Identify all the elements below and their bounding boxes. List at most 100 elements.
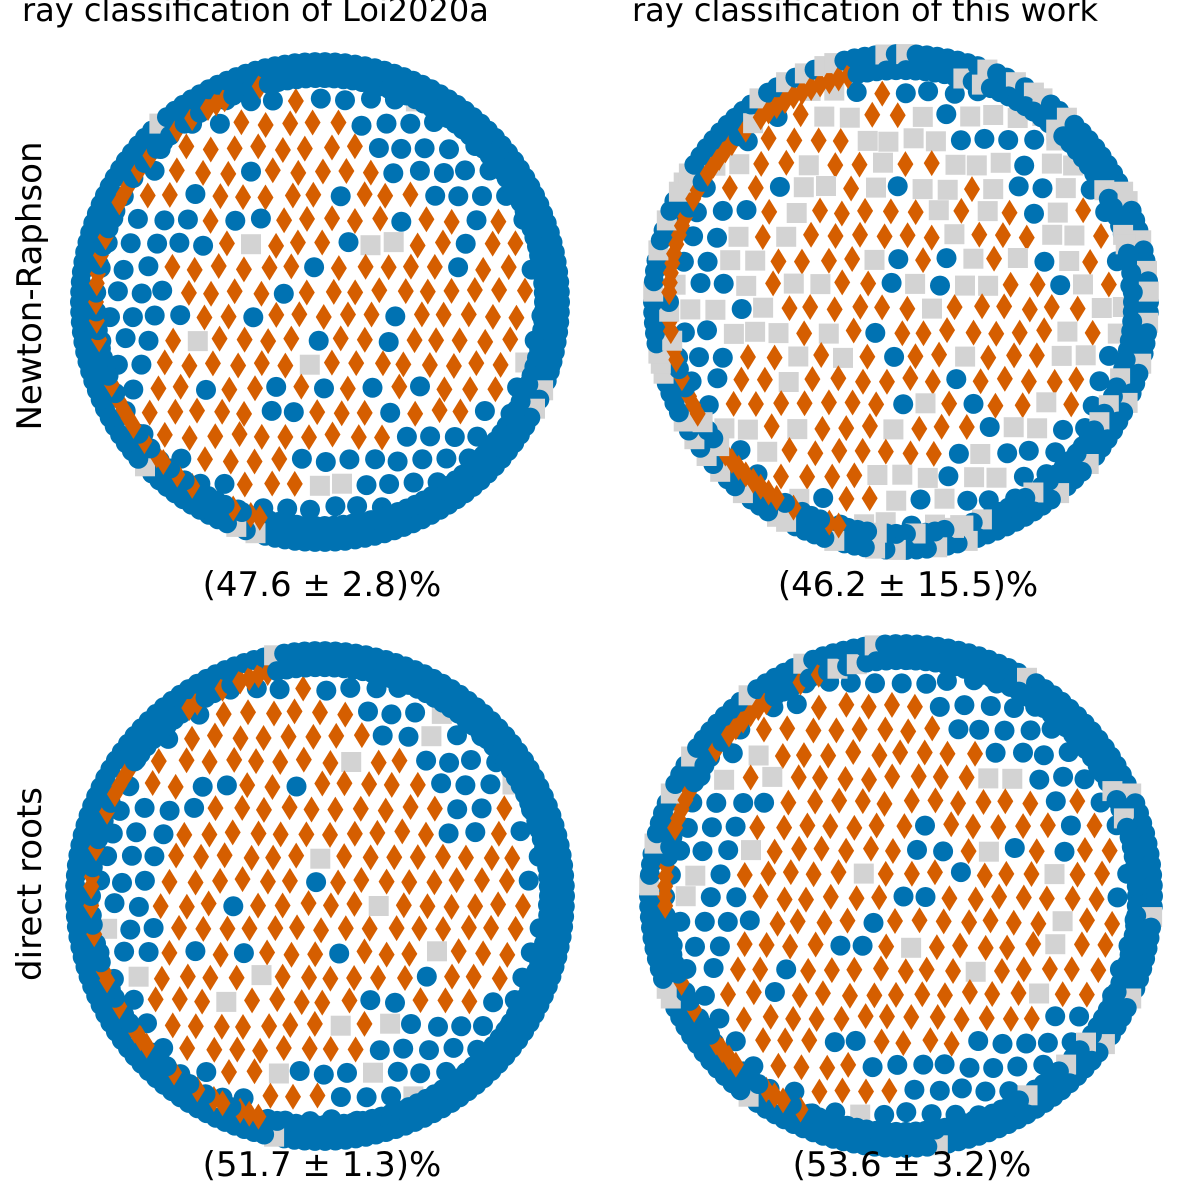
ray-marker-circle: [358, 701, 378, 722]
ray-marker-diamond: [747, 390, 764, 417]
ray-marker-diamond: [257, 112, 274, 139]
ray-marker-square: [878, 131, 899, 152]
ray-marker-diamond: [742, 764, 759, 791]
ray-marker-circle: [1020, 720, 1041, 741]
ray-marker-diamond: [259, 939, 276, 966]
ray-marker-square: [983, 179, 1004, 200]
ray-marker-diamond: [971, 221, 988, 248]
ray-marker-circle: [786, 694, 807, 715]
ray-marker-diamond: [167, 398, 184, 425]
ray-marker-square: [1003, 417, 1024, 438]
ray-marker-circle: [974, 128, 995, 149]
ray-marker-diamond: [236, 326, 253, 353]
ray-marker-square: [1057, 321, 1078, 342]
ray-marker-diamond: [753, 150, 770, 177]
ray-marker-diamond: [255, 724, 272, 751]
ray-marker-circle: [683, 226, 704, 247]
ray-marker-diamond: [1076, 837, 1093, 864]
ray-marker-diamond: [250, 820, 267, 847]
ray-marker-circle: [337, 1062, 357, 1083]
ray-marker-diamond: [1030, 910, 1047, 937]
ray-marker-square: [925, 131, 946, 152]
ray-marker-diamond: [248, 748, 265, 775]
ray-marker-diamond: [233, 109, 250, 136]
ray-marker-circle: [419, 1040, 439, 1061]
ray-marker-diamond: [244, 987, 261, 1014]
ray-marker-square: [901, 937, 922, 958]
ray-marker-circle: [214, 473, 235, 494]
ray-marker-circle: [950, 130, 971, 151]
ray-marker-circle: [289, 1061, 310, 1081]
column-title-left: ray classification of Loi2020a: [22, 0, 489, 29]
ray-marker-diamond: [844, 246, 861, 273]
ray-marker-diamond: [300, 890, 317, 917]
ray-marker-diamond: [483, 914, 500, 941]
ray-marker-circle: [915, 815, 935, 836]
ray-marker-diamond: [833, 200, 850, 227]
ray-marker-circle: [209, 113, 230, 134]
ray-marker-circle: [225, 210, 246, 231]
ray-marker-diamond: [224, 819, 241, 846]
ray-marker-square: [960, 106, 981, 127]
ray-marker-diamond: [910, 763, 927, 790]
ray-marker-diamond: [810, 694, 827, 721]
ray-marker-diamond: [284, 182, 301, 209]
ray-marker-square: [187, 331, 208, 352]
ray-marker-diamond: [288, 842, 305, 869]
ray-marker-circle: [739, 910, 760, 931]
ray-marker-diamond: [266, 700, 283, 727]
ray-marker-circle: [120, 919, 141, 940]
ray-marker-diamond: [770, 248, 787, 275]
ray-marker-diamond: [370, 964, 387, 991]
ray-marker-diamond: [431, 397, 448, 424]
ray-marker-diamond: [324, 205, 341, 232]
ray-marker-diamond: [721, 174, 738, 201]
ray-marker-diamond: [409, 232, 426, 259]
ray-marker-diamond: [1020, 368, 1037, 395]
ray-marker-circle: [1033, 745, 1054, 766]
ray-marker-diamond: [899, 295, 916, 322]
ray-marker-diamond: [216, 842, 233, 869]
ray-marker-circle: [369, 1040, 390, 1061]
ray-marker-circle: [824, 1032, 845, 1053]
ray-marker-diamond: [876, 790, 893, 817]
ray-marker-circle: [980, 696, 1001, 716]
ray-marker-diamond: [253, 423, 270, 450]
ray-marker-diamond: [161, 868, 178, 895]
ray-marker-diamond: [490, 891, 507, 918]
ray-marker-circle: [405, 702, 426, 723]
ray-marker-diamond: [778, 149, 795, 176]
ray-marker-diamond: [1014, 392, 1031, 419]
ray-marker-diamond: [194, 988, 211, 1015]
ray-marker-diamond: [295, 675, 312, 702]
ray-marker-square: [1073, 274, 1093, 295]
ray-marker-circle: [1045, 442, 1066, 463]
ray-marker-square: [978, 841, 999, 862]
ray-marker-diamond: [352, 795, 369, 822]
ray-marker-circle: [196, 1062, 217, 1082]
ray-marker-circle: [1008, 176, 1029, 197]
ray-marker-diamond: [291, 301, 308, 328]
ray-marker-circle: [907, 839, 927, 860]
ray-marker-diamond: [770, 1052, 787, 1079]
ray-marker-diamond: [877, 438, 894, 465]
ray-marker-diamond: [178, 133, 195, 160]
ray-marker-diamond: [164, 1012, 181, 1039]
ray-marker-diamond: [819, 1054, 836, 1081]
ray-marker-diamond: [234, 794, 251, 821]
ray-marker-circle: [948, 443, 969, 464]
ray-marker-circle: [725, 816, 746, 837]
ray-marker-square: [1027, 418, 1048, 439]
ray-marker-circle: [992, 1033, 1013, 1054]
ray-marker-diamond: [896, 813, 913, 840]
ray-marker-diamond: [419, 278, 436, 305]
ray-marker-diamond: [793, 248, 810, 275]
ray-marker-diamond: [816, 909, 833, 936]
ray-marker-diamond: [337, 701, 354, 728]
ray-marker-circle: [121, 845, 142, 866]
ray-marker-circle: [112, 872, 132, 893]
ray-marker-diamond: [293, 373, 310, 400]
ray-marker-circle: [308, 330, 329, 351]
ray-marker-diamond: [475, 940, 492, 967]
ray-marker-circle: [380, 402, 401, 423]
